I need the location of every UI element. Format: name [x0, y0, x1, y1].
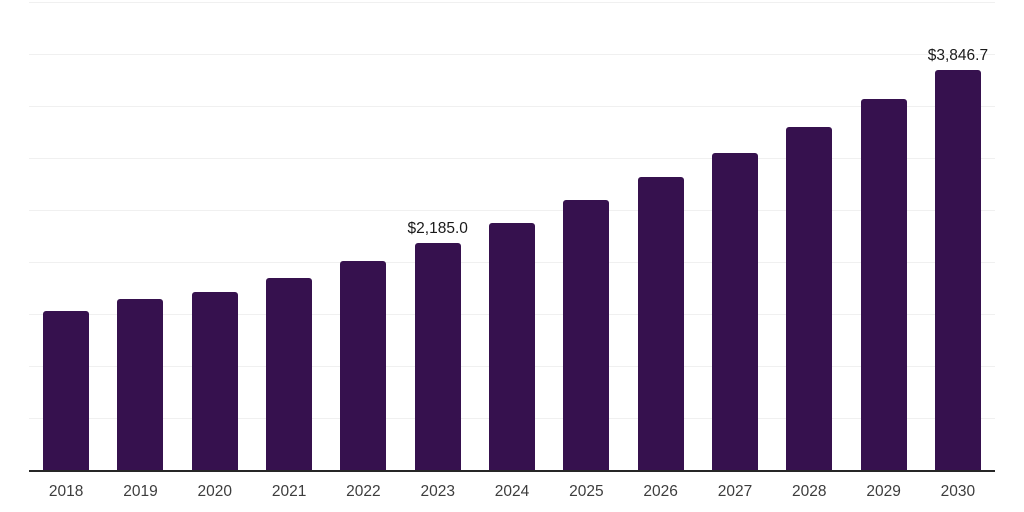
- bar-2023: [414, 242, 461, 470]
- x-tick-label-2020: 2020: [197, 483, 233, 500]
- x-tick-label-2023: 2023: [420, 483, 455, 500]
- bar-slot-2025: [549, 2, 623, 470]
- bars-row: $2,185.0 $3,846.7: [29, 2, 995, 470]
- x-tick-label-2024: 2024: [494, 483, 530, 500]
- gridline-3500: [29, 106, 995, 107]
- bar-2030: [934, 69, 981, 470]
- bar-2022: [340, 261, 387, 470]
- x-tick-label-2026: 2026: [643, 483, 678, 500]
- bar-2021: [266, 277, 313, 470]
- x-tick-label-2021: 2021: [271, 483, 307, 500]
- gridline-4500: [29, 2, 995, 3]
- bar-slot-2026: [624, 2, 698, 470]
- bar-2029: [860, 99, 907, 470]
- bar-slot-2029: [846, 2, 920, 470]
- bar-slot-2028: [772, 2, 846, 470]
- x-tick-label-2028: 2028: [792, 483, 827, 500]
- bar-2020: [191, 291, 238, 470]
- bar-slot-2024: [475, 2, 549, 470]
- data-label-2023: $2,185.0: [407, 219, 468, 237]
- bar-slot-2020: [178, 2, 252, 470]
- bar-slot-2022: [326, 2, 400, 470]
- bar-slot-2018: [29, 2, 103, 470]
- bar-slot-2027: [698, 2, 772, 470]
- x-tick-label-2019: 2019: [123, 483, 158, 500]
- bar-2019: [117, 299, 164, 470]
- bar-2025: [563, 199, 610, 470]
- gridline-2500: [29, 210, 995, 211]
- bar-slot-2030: $3,846.7: [921, 2, 995, 470]
- bar-2024: [489, 222, 536, 470]
- bar-slot-2021: [252, 2, 326, 470]
- x-tick-label-2027: 2027: [717, 483, 753, 500]
- plot-area: $2,185.0 $3,846.7: [29, 2, 995, 472]
- x-tick-label-2018: 2018: [48, 483, 84, 500]
- x-tick-label-2022: 2022: [346, 483, 381, 500]
- bar-2027: [711, 153, 758, 470]
- bar-2026: [637, 177, 684, 470]
- data-label-2030: $3,846.7: [927, 46, 989, 64]
- x-tick-label-2030: 2030: [940, 483, 976, 500]
- bar-slot-2023: $2,185.0: [401, 2, 475, 470]
- x-tick-label-2029: 2029: [866, 483, 901, 500]
- bar-2018: [43, 311, 90, 470]
- x-tick-label-2025: 2025: [569, 483, 604, 500]
- gridline-4000: [29, 54, 995, 55]
- bar-2028: [786, 126, 833, 470]
- x-axis: 2018 2019 2020 2021 2022 2023 2024 2025 2026 2027…: [29, 472, 995, 501]
- bar-slot-2019: [103, 2, 177, 470]
- gridline-3000: [29, 158, 995, 159]
